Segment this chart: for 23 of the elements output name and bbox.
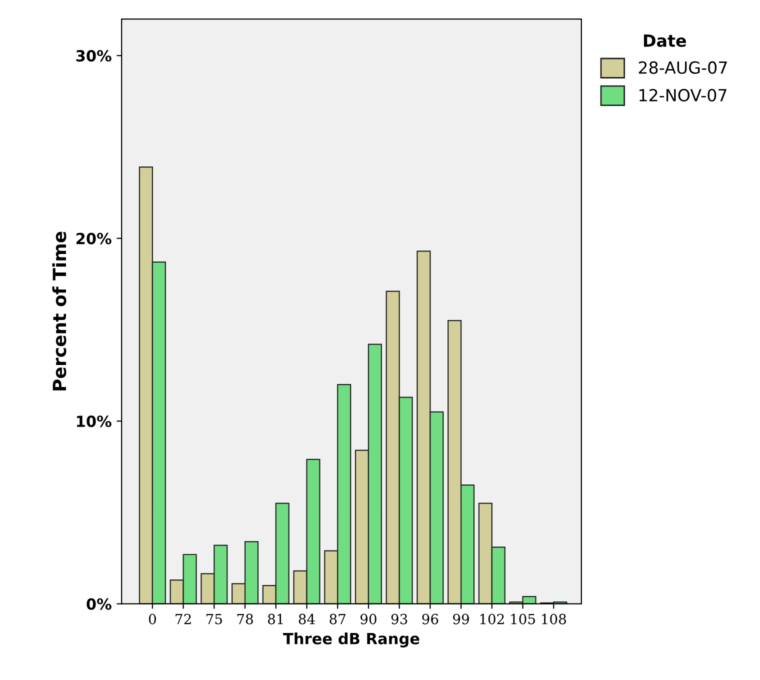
x-tick-label: 90 <box>360 614 376 624</box>
x-tick-label: 81 <box>268 614 283 624</box>
y-axis-title: Percent of Time <box>52 232 66 390</box>
x-tick-label: 0 <box>148 614 156 624</box>
x-tick-label: 96 <box>422 614 438 624</box>
x-tick-label: 84 <box>298 614 315 624</box>
legend-title: Date <box>644 34 686 47</box>
x-tick-label: 87 <box>330 614 346 624</box>
x-tick-label: 108 <box>542 614 566 624</box>
x-tick-label: 93 <box>391 614 408 624</box>
y-tick-label: 10% <box>77 416 112 428</box>
legend-label: 12-NOV-07 <box>639 88 726 102</box>
y-tick-label: 20% <box>76 232 112 244</box>
x-tick-label: 78 <box>237 614 253 624</box>
x-tick-label: 99 <box>453 614 469 624</box>
x-tick-label: 72 <box>176 614 191 624</box>
y-tick-label: 30% <box>76 50 112 62</box>
y-tick-label: 0% <box>86 598 112 610</box>
legend-label: 28-AUG-07 <box>638 61 727 74</box>
x-tick-label: 75 <box>206 614 222 624</box>
x-tick-label: 102 <box>480 614 504 624</box>
x-axis-title: Three dB Range <box>283 632 420 648</box>
x-tick-label: 105 <box>511 614 535 624</box>
